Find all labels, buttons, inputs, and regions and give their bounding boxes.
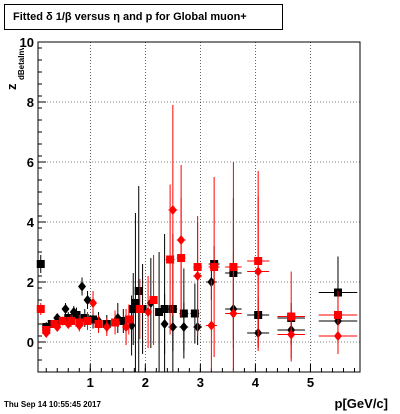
data-point: [83, 312, 92, 330]
data-points: [36, 105, 358, 372]
data-point: [144, 276, 153, 348]
marker-square: [119, 317, 128, 325]
y-tick-label: 6: [27, 155, 34, 170]
data-point: [42, 328, 51, 338]
marker-square: [210, 263, 219, 271]
x-tick-label: 2: [142, 375, 149, 390]
data-point: [36, 255, 45, 273]
data-point: [179, 303, 189, 351]
data-point: [64, 319, 73, 329]
marker-square: [333, 311, 342, 319]
marker-square: [129, 305, 138, 313]
data-point: [277, 310, 305, 359]
marker-square: [50, 320, 59, 328]
chart-title: Fitted δ 1/β versus η and p for Global m…: [13, 11, 247, 23]
y-axis-label-main: z: [4, 83, 19, 90]
marker-square: [58, 317, 67, 325]
marker-diamond: [254, 266, 263, 277]
y-tick-label: 4: [27, 215, 35, 230]
y-tick-label: 0: [27, 335, 34, 350]
marker-square: [149, 296, 158, 304]
marker-diamond: [78, 281, 87, 292]
marker-diamond: [64, 319, 73, 329]
marker-diamond: [89, 298, 98, 308]
marker-diamond: [287, 329, 296, 340]
data-point: [193, 216, 203, 336]
data-point: [135, 279, 144, 339]
marker-square: [94, 320, 103, 328]
data-point: [225, 253, 242, 372]
marker-diamond: [177, 235, 186, 245]
data-point: [160, 294, 169, 354]
marker-square: [67, 317, 76, 325]
marker-square: [124, 315, 133, 324]
data-point: [102, 318, 111, 336]
marker-diamond: [102, 322, 111, 332]
axis-ticks: 1 2 3 4 5 0 2 4 6 8 10: [20, 35, 355, 390]
data-point: [78, 277, 87, 296]
marker-diamond: [333, 331, 342, 341]
data-point: [69, 306, 78, 318]
data-point: [58, 316, 67, 326]
marker-diamond: [144, 307, 153, 317]
marker-diamond: [42, 328, 51, 338]
marker-diamond: [75, 320, 84, 331]
data-point: [122, 309, 131, 345]
data-point: [53, 322, 62, 332]
marker-square: [135, 305, 144, 313]
y-tick-label: 8: [27, 95, 34, 110]
marker-square: [166, 255, 175, 264]
marker-diamond: [160, 319, 169, 329]
y-tick-label: 2: [27, 275, 34, 290]
marker-square: [72, 311, 81, 319]
data-point: [36, 303, 45, 315]
data-point: [89, 291, 98, 315]
y-tick-label: 10: [20, 35, 34, 50]
x-tick-label: 1: [87, 375, 94, 390]
data-point: [94, 315, 103, 333]
timestamp: Thu Sep 14 10:55:45 2017: [4, 400, 101, 409]
marker-diamond: [229, 308, 238, 319]
data-point: [111, 310, 120, 335]
marker-square: [83, 317, 92, 325]
marker-square: [36, 260, 45, 268]
data-point: [247, 196, 270, 347]
marker-diamond: [53, 322, 62, 332]
data-point: [168, 105, 178, 315]
marker-square: [36, 305, 45, 313]
data-point: [149, 255, 158, 345]
marker-square: [190, 309, 199, 318]
marker-square: [131, 299, 140, 307]
data-point: [124, 304, 133, 335]
data-point: [318, 318, 358, 354]
data-point: [75, 319, 84, 332]
x-tick-label: 5: [307, 375, 314, 390]
grid: [38, 41, 360, 372]
y-axis-label: z dBetaInv: [4, 48, 26, 90]
data-point: [205, 280, 217, 371]
marker-diamond: [193, 271, 202, 281]
marker-square: [134, 287, 143, 295]
marker-square: [89, 315, 98, 324]
marker-diamond: [122, 322, 131, 332]
y-axis-label-subscript: dBetaInv: [17, 48, 26, 80]
data-point: [176, 165, 186, 315]
data-point: [61, 303, 70, 315]
x-tick-label: 4: [252, 375, 260, 390]
marker-diamond: [168, 205, 177, 215]
marker-diamond: [61, 304, 70, 314]
x-axis-label: p[GeV/c]: [334, 396, 388, 411]
marker-diamond: [207, 320, 216, 331]
marker-diamond: [179, 322, 188, 332]
marker-square: [111, 318, 120, 327]
marker-diamond: [168, 322, 177, 332]
marker-square: [155, 308, 164, 316]
x-tick-label: 3: [197, 375, 204, 390]
data-point: [134, 186, 143, 372]
title-box: Fitted δ 1/β versus η and p for Global m…: [4, 4, 283, 30]
marker-diamond: [69, 307, 78, 317]
